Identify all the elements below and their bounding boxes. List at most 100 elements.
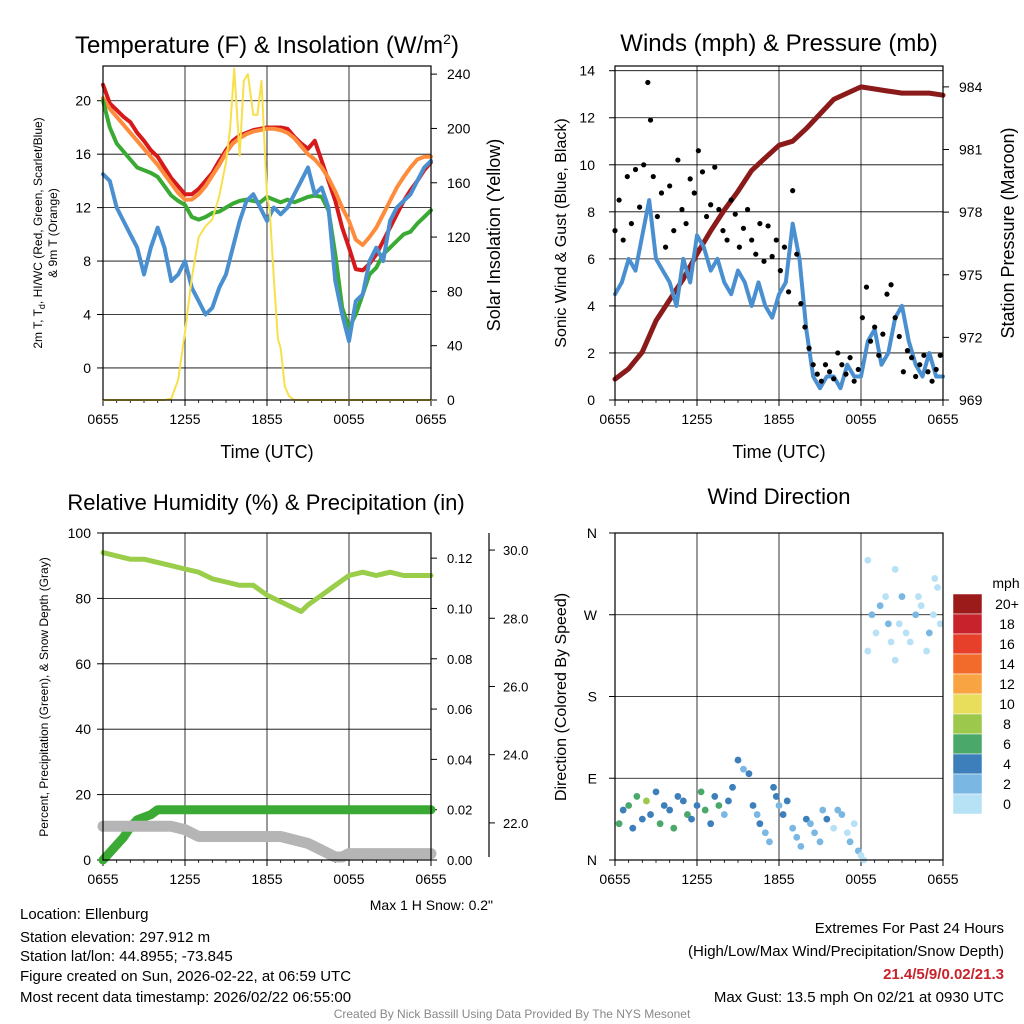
dir-legend-swatch <box>952 773 983 795</box>
wind-gust-point <box>616 197 622 203</box>
dir-point <box>811 829 818 837</box>
temp-y-label-line2: & 9m T (Orange) <box>46 188 60 278</box>
wind-gust-point <box>937 352 943 358</box>
dir-legend-label: 6 <box>1003 736 1011 752</box>
dir-legend-swatch <box>952 733 983 755</box>
dir-legend-label: 16 <box>999 636 1015 652</box>
dir-point <box>740 765 747 773</box>
dir-point <box>930 611 937 619</box>
rh-series-snow-depth <box>97 820 437 863</box>
wind-gust-point <box>732 211 738 217</box>
wind-gust-point <box>855 366 861 373</box>
wind-series-station-pressure <box>612 84 946 382</box>
latlon-text: Station lat/lon: 44.8955; -73.845 <box>20 948 233 965</box>
dir-legend-swatch <box>952 693 983 715</box>
wind-gust-point <box>624 173 630 180</box>
wind-gust-point <box>620 237 626 243</box>
dir-x-tick-label: 1255 <box>681 871 712 887</box>
temp-title-sup: 2 <box>443 31 451 47</box>
dir-point <box>864 647 872 655</box>
temp-y-label: 2m T, Td, HI/WC (Red, Green, Scarlet/Blu… <box>31 117 60 348</box>
dir-point <box>775 802 783 809</box>
wind-gust-point <box>720 228 726 234</box>
temp-x-tick-label: 1255 <box>169 411 200 427</box>
wind-x-tick-label: 1255 <box>681 411 712 427</box>
wind-gust-point <box>765 223 771 229</box>
dir-point <box>819 806 827 814</box>
wind-gust-point <box>847 355 853 361</box>
wind-y2-tick-label: 984 <box>959 79 983 95</box>
dir-point <box>753 811 761 818</box>
wind-y-tick-label: 6 <box>587 251 595 267</box>
temp-x-tick-label: 0655 <box>415 411 446 427</box>
dir-point <box>830 824 838 832</box>
dir-point <box>931 575 939 582</box>
temp-x-tick-label: 0655 <box>87 411 118 427</box>
wind-gust-point <box>744 206 751 213</box>
dir-point <box>868 611 876 619</box>
wind-gust-point <box>632 166 639 173</box>
dir-point <box>674 793 682 800</box>
temp-y2-tick-label: 160 <box>447 175 471 191</box>
dir-point <box>823 815 831 823</box>
temp-y-tick-label: 8 <box>83 253 91 269</box>
wind-frame <box>614 65 944 401</box>
dir-point <box>872 629 880 637</box>
dir-point <box>882 593 889 600</box>
wind-grid <box>609 66 949 406</box>
wind-gust-point <box>716 206 722 213</box>
dir-point <box>891 656 899 664</box>
dir-legend-label: 4 <box>1003 756 1011 772</box>
dir-point <box>807 820 814 828</box>
wind-gust-point <box>802 324 808 330</box>
wind-gust-point <box>675 157 681 163</box>
rh-x-tick-label: 1855 <box>251 871 282 887</box>
wind-gust-point <box>933 366 939 373</box>
wind-y-tick-label: 8 <box>587 204 595 220</box>
temp-y2-tick-label: 40 <box>447 338 463 354</box>
temp-y-label-part: , HI/WC (Red, Green, Scarlet/Blue) <box>31 117 45 304</box>
dir-point <box>670 824 678 832</box>
dir-point <box>850 820 858 828</box>
wind-gust-point <box>884 291 890 297</box>
wind-gust-point <box>880 331 886 337</box>
dir-point <box>697 788 705 796</box>
max-snow-text: Max 1 H Snow: 0.2" <box>369 897 493 913</box>
extremes-title: Extremes For Past 24 Hours <box>814 920 1004 937</box>
wind-gust-point <box>822 362 829 368</box>
temp-title: Temperature (F) & Insolation (W/m2) <box>75 31 459 59</box>
dir-point <box>797 842 805 850</box>
extremes-values: 21.4/5/9/0.02/21.3 <box>883 966 1004 983</box>
wind-gust-point <box>695 148 701 154</box>
dir-point <box>638 815 646 823</box>
dir-point <box>729 783 736 791</box>
wind-gust-point <box>654 213 660 220</box>
wind-gust-point <box>667 183 673 189</box>
dir-title: Wind Direction <box>707 484 850 509</box>
rh-y2-tick-label: 0.04 <box>447 752 472 767</box>
wind-gust-point <box>628 220 635 227</box>
dir-point <box>629 824 637 832</box>
dir-point <box>772 793 780 800</box>
dir-y-label: Direction (Colored By Speed) <box>553 593 570 801</box>
wind-gust-point <box>740 225 747 231</box>
wind-gust-point <box>728 197 734 203</box>
wind-gust-point <box>876 352 882 358</box>
dir-point <box>891 565 899 573</box>
dir-point <box>915 593 922 600</box>
dir-legend-swatch <box>952 593 983 615</box>
wind-y-tick-label: 4 <box>587 298 595 314</box>
wind-gust-point <box>708 202 714 208</box>
wind-gust-point <box>814 371 820 377</box>
wind-gust-point <box>790 188 796 194</box>
wind-gust-point <box>647 117 654 123</box>
dir-legend-swatch <box>952 633 983 655</box>
dir-frame <box>614 532 944 861</box>
dir-point <box>715 802 723 809</box>
wind-gust-point <box>703 213 710 220</box>
wind-gust-point <box>929 378 935 384</box>
rh-x-tick-label: 0655 <box>87 871 118 887</box>
dir-point <box>707 820 715 828</box>
extremes-subtitle: (High/Low/Max Wind/Precipitation/Snow De… <box>688 943 1004 960</box>
wind-gust-point <box>917 362 923 368</box>
